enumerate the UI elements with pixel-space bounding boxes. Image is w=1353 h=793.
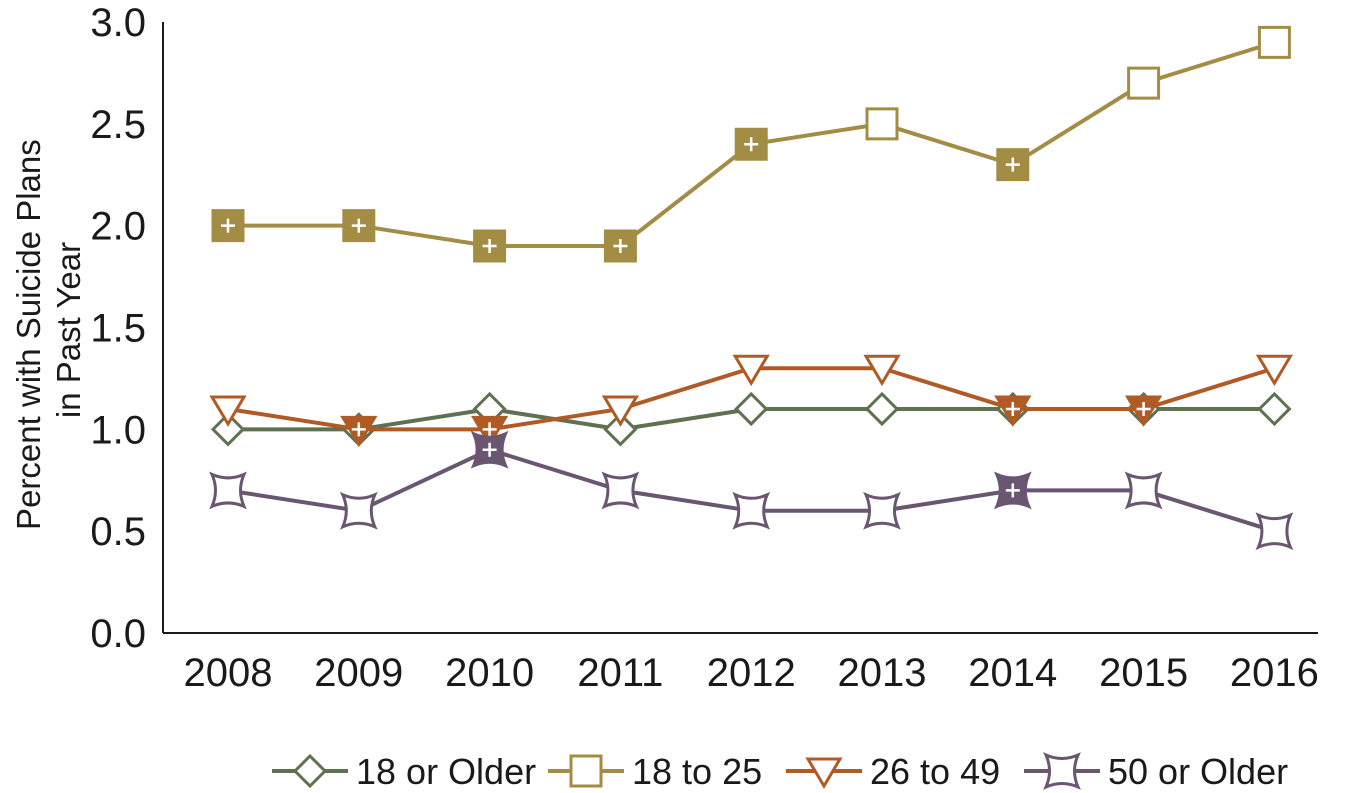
data-point-26-to-49 <box>340 415 378 448</box>
data-point-50-or-older <box>601 471 640 510</box>
y-axis-label-line1: Percent with Suicide Plans <box>10 139 47 530</box>
series-26-to-49 <box>209 354 1294 448</box>
data-point-50-or-older <box>732 491 771 530</box>
data-point-18-or-older <box>734 391 769 427</box>
y-tick-labels: 0.0 0.5 1.0 1.5 2.0 2.5 3.0 <box>90 1 146 656</box>
data-point-18-to-25 <box>996 148 1030 182</box>
data-point-26-to-49 <box>209 395 247 427</box>
data-point-18-to-25 <box>1127 66 1161 100</box>
data-point-26-to-49 <box>994 395 1032 427</box>
legend-label: 50 or Older <box>1108 751 1288 792</box>
x-tick-label: 2014 <box>968 651 1057 695</box>
data-point-50-or-older <box>1124 471 1163 510</box>
legend-marker-icon <box>805 757 843 789</box>
y-tick-label: 1.5 <box>90 307 146 351</box>
data-point-18-to-25 <box>865 107 899 141</box>
data-point-18-to-25 <box>211 209 245 243</box>
x-tick-label: 2010 <box>445 651 534 695</box>
data-point-18-to-25 <box>734 127 768 161</box>
legend-marker-icon <box>569 754 603 788</box>
data-point-50-or-older <box>863 491 901 530</box>
y-tick-label: 3.0 <box>90 1 146 45</box>
data-point-18-to-25 <box>342 209 376 243</box>
series-50-or-older <box>209 430 1294 551</box>
axes <box>162 22 1318 634</box>
y-axis-label-line2: in Past Year <box>50 242 87 418</box>
x-tick-label: 2009 <box>314 651 403 695</box>
data-point-26-to-49 <box>470 415 509 448</box>
data-point-18-to-25 <box>473 229 507 263</box>
data-point-26-to-49 <box>1255 354 1294 387</box>
data-point-18-to-25 <box>603 229 637 263</box>
legend-label: 26 to 49 <box>870 751 1000 792</box>
data-point-26-to-49 <box>1124 395 1163 427</box>
data-point-50-or-older <box>209 471 247 510</box>
x-tick-label: 2015 <box>1099 651 1188 695</box>
data-point-26-to-49 <box>601 395 640 427</box>
data-point-18-or-older <box>1257 391 1292 427</box>
y-tick-label: 2.5 <box>90 103 146 147</box>
x-tick-label: 2016 <box>1230 651 1319 695</box>
x-tick-label: 2012 <box>707 651 796 695</box>
y-tick-label: 1.0 <box>90 408 146 452</box>
x-tick-label: 2008 <box>184 651 273 695</box>
data-point-18-to-25 <box>1257 25 1291 59</box>
y-axis-label: Percent with Suicide Plans in Past Year <box>10 130 87 530</box>
x-tick-labels: 2008 2009 2010 2011 2012 2013 2014 2015 2016 <box>184 651 1319 695</box>
legend: 18 or Older 18 to 25 26 to 49 50 or Older <box>272 751 1288 792</box>
series-layer <box>209 25 1294 551</box>
x-tick-label: 2011 <box>577 651 663 695</box>
y-tick-label: 0.0 <box>90 612 146 656</box>
y-tick-label: 2.0 <box>90 205 146 249</box>
legend-marker-icon <box>1043 752 1081 790</box>
data-point-50-or-older <box>339 491 378 530</box>
legend-item-26-to-49: 26 to 49 <box>786 751 1000 792</box>
data-point-26-to-49 <box>732 354 770 387</box>
data-point-18-or-older <box>603 412 638 447</box>
legend-item-18-or-older: 18 or Older <box>272 751 536 792</box>
data-point-18-or-older <box>864 391 900 427</box>
legend-label: 18 to 25 <box>632 751 762 792</box>
data-point-50-or-older <box>470 430 509 469</box>
x-tick-label: 2013 <box>838 651 927 695</box>
data-point-50-or-older <box>993 471 1032 510</box>
data-point-26-to-49 <box>863 354 901 387</box>
data-point-18-or-older <box>210 412 246 447</box>
legend-item-18-to-25: 18 to 25 <box>548 751 762 792</box>
legend-item-50-or-older: 50 or Older <box>1024 751 1288 792</box>
data-point-50-or-older <box>1255 512 1294 551</box>
legend-label: 18 or Older <box>356 751 536 792</box>
legend-marker-icon <box>292 753 328 789</box>
y-tick-label: 0.5 <box>90 510 146 554</box>
series-18-to-25 <box>211 25 1291 263</box>
